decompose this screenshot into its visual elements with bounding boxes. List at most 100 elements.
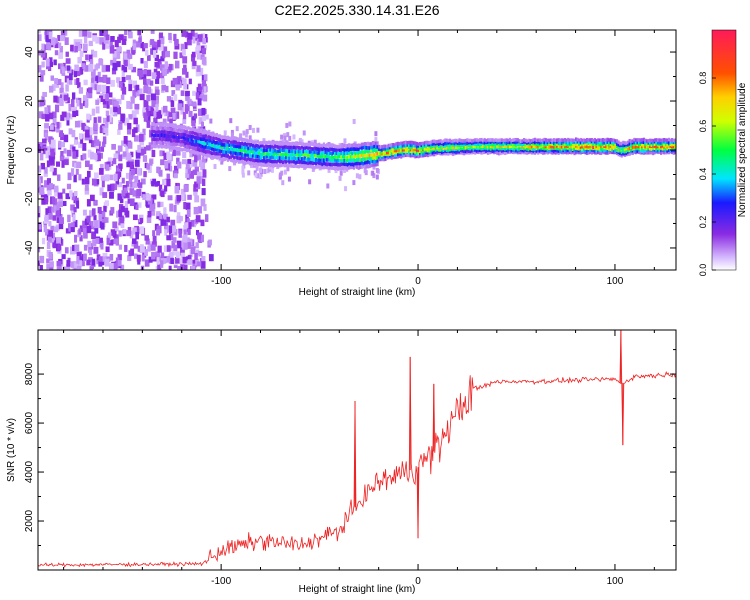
spectrogram-ridge-cell — [493, 142, 496, 147]
spectrogram-ridge-cell — [672, 151, 675, 155]
spectrogram-cell — [120, 264, 125, 270]
spectrogram-ridge-cell — [357, 157, 360, 162]
spectrogram-ridge-cell — [378, 151, 381, 156]
spectrogram-ridge-cell — [222, 157, 225, 162]
spectrogram-ridge-cell — [371, 145, 374, 150]
spectrogram-ridge-cell — [384, 152, 387, 156]
spectrogram-ridge-cell — [266, 154, 269, 159]
spectrogram-ridge-cell — [563, 137, 567, 142]
spectrogram-ridge-cell — [206, 146, 209, 150]
spectrogram-cell — [127, 255, 132, 262]
spectrogram-ridge-cell — [297, 149, 300, 154]
spectrogram-ridge-cell — [220, 135, 223, 139]
spectrogram-cell — [41, 113, 46, 120]
spectrogram-ridge-cell — [280, 156, 283, 160]
spectrogram-ridge-cell — [371, 140, 374, 145]
spectrogram-ridge-cell — [203, 152, 206, 156]
spectrogram-cell — [263, 169, 267, 175]
spectrogram-ridge-cell — [198, 136, 201, 141]
spectrogram-ridge-cell — [297, 156, 300, 161]
spectrogram-cell — [194, 155, 198, 163]
spectrogram-cell — [71, 222, 75, 229]
spectrogram-cell — [115, 238, 120, 246]
spectrogram-ridge-cell — [584, 146, 587, 150]
spectrogram-ridge-cell — [292, 145, 296, 150]
spectrogram-ridge-cell — [400, 141, 403, 146]
spectrogram-cell — [374, 137, 378, 143]
spectrogram-ridge-cell — [228, 138, 231, 143]
spectrogram-ridge-cell — [529, 148, 532, 153]
spectrogram-ridge-cell — [626, 150, 630, 154]
spectrogram-cell — [106, 237, 110, 245]
spectrogram-cell — [203, 94, 208, 102]
spectrogram-ridge-cell — [398, 148, 401, 152]
spectrogram-ridge-cell — [634, 150, 638, 155]
spectrogram-ridge-cell — [264, 148, 267, 152]
spectrogram-ridge-cell — [363, 165, 367, 169]
spectrogram-ridge-cell — [447, 140, 450, 145]
spectrogram-cell — [177, 103, 183, 111]
spectrogram-cell — [47, 213, 53, 220]
spectrogram-ridge-cell — [181, 143, 184, 147]
spectrogram-ridge-cell — [310, 153, 313, 158]
spectrogram-ridge-cell — [658, 150, 661, 154]
spectrogram-ridge-cell — [502, 138, 505, 143]
spectrogram-ridge-cell — [390, 145, 393, 149]
spectrogram-ridge-cell — [559, 138, 562, 143]
spectrogram-cell — [38, 209, 41, 218]
spectrogram-ridge-cell — [359, 161, 362, 166]
spectrogram-cell — [183, 229, 187, 236]
spectrogram-ridge-cell — [455, 140, 458, 145]
spectrogram-ridge-cell — [437, 144, 441, 149]
spectrogram-ridge-cell — [480, 142, 483, 147]
spectrogram-cell — [123, 59, 128, 67]
spectrogram-cell — [58, 52, 63, 59]
spectrogram-cell — [131, 66, 137, 73]
spectrogram-ridge-cell — [419, 146, 422, 150]
spectrogram-ridge-cell — [649, 142, 652, 147]
spectrogram-ridge-cell — [176, 125, 179, 129]
spectrogram-ridge-cell — [352, 147, 356, 151]
spectrogram-ridge-cell — [179, 139, 182, 144]
spectrogram-ridge-cell — [374, 149, 378, 153]
spectrogram-cell — [158, 43, 164, 51]
spectrogram-ridge-cell — [200, 140, 203, 144]
spectrogram-ridge-cell — [587, 144, 590, 149]
spectrogram-ridge-cell — [363, 157, 367, 162]
spectrogram-ridge-cell — [177, 124, 181, 129]
spectrogram-cell — [88, 164, 93, 170]
spectrogram-ridge-cell — [626, 142, 630, 147]
spectrogram-ridge-cell — [288, 145, 291, 150]
spectrogram-cell — [103, 205, 107, 213]
spectrogram-cell — [83, 244, 88, 251]
spectrogram-ridge-cell — [168, 137, 171, 142]
spectrogram-ridge-cell — [368, 146, 371, 150]
spectrogram-ridge-cell — [192, 142, 195, 147]
spectrogram-cell — [156, 166, 160, 174]
spectrogram-ridge-cell — [620, 150, 623, 154]
spectrogram-cell — [187, 242, 191, 249]
spectrogram-ridge-cell — [277, 163, 280, 168]
spectrogram-ridge-cell — [426, 153, 430, 158]
spectrogram-cell — [65, 51, 69, 57]
spectrogram-ridge-cell — [294, 150, 297, 154]
spectrogram-cell — [192, 146, 197, 154]
spectrogram-cell — [168, 63, 173, 71]
spectrogram-cell — [187, 254, 192, 263]
spectrogram-ridge-cell — [278, 141, 282, 146]
spectrogram-ridge-cell — [560, 141, 563, 146]
spectrogram-cell — [172, 237, 177, 243]
spectrogram-ridge-cell — [606, 145, 609, 149]
spectrogram-ridge-cell — [480, 140, 483, 144]
spectrogram-cell — [326, 183, 330, 189]
spectrogram-ridge-cell — [658, 138, 661, 142]
spectrogram-ridge-cell — [179, 128, 182, 133]
spectrogram-ridge-cell — [226, 140, 230, 144]
spectrogram-ridge-cell — [346, 166, 349, 170]
spectrogram-ridge-cell — [341, 159, 345, 163]
spectrogram-ridge-cell — [595, 148, 598, 153]
spectrogram-cell — [48, 252, 53, 260]
spectrogram-ridge-cell — [204, 150, 207, 154]
spectrogram-cell — [161, 150, 165, 157]
spectrogram-ridge-cell — [248, 157, 252, 162]
